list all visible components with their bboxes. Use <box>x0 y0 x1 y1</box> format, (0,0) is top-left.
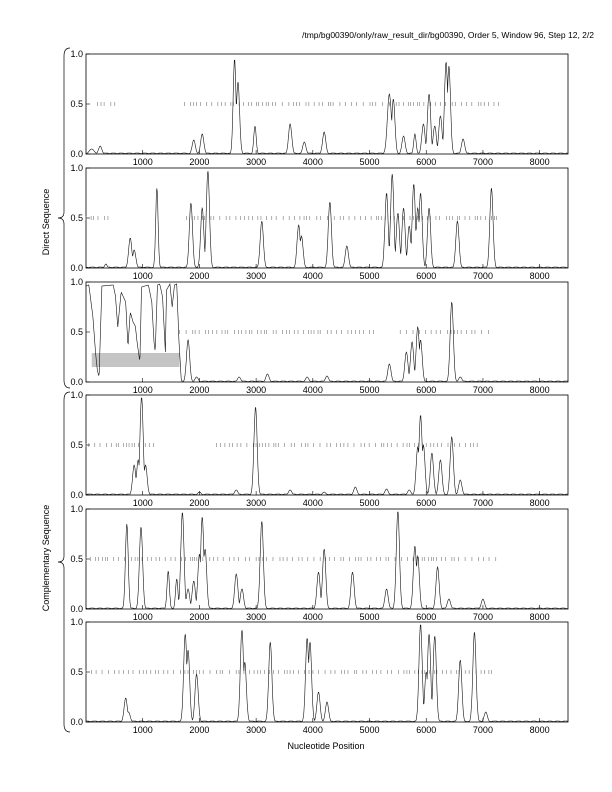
x-tick-label: 3000 <box>246 385 266 395</box>
x-tick-label: 5000 <box>360 725 380 735</box>
y-tick-label: 0.5 <box>70 440 83 450</box>
x-tick-label: 6000 <box>416 271 436 281</box>
x-tick-label: 3000 <box>246 498 266 508</box>
group-brace <box>57 391 71 733</box>
x-tick-label: 1000 <box>133 157 153 167</box>
probability-line <box>85 171 568 268</box>
probability-line <box>85 282 568 382</box>
y-tick-label: 0.0 <box>70 717 83 727</box>
x-tick-label: 5000 <box>360 271 380 281</box>
x-tick-label: 7000 <box>473 385 493 395</box>
x-tick-label: 7000 <box>473 725 493 735</box>
x-tick-label: 8000 <box>530 498 550 508</box>
x-tick-label: 8000 <box>530 725 550 735</box>
x-tick-label: 1000 <box>133 725 153 735</box>
panel-frame <box>85 53 569 155</box>
x-tick-label: 7000 <box>473 612 493 622</box>
probability-line <box>85 511 568 609</box>
x-tick-label: 8000 <box>530 157 550 167</box>
y-tick-label: 0.0 <box>70 377 83 387</box>
x-tick-label: 6000 <box>416 612 436 622</box>
x-tick-label: 2000 <box>189 725 209 735</box>
direct-sequence-label: Direct Sequence <box>41 189 51 256</box>
y-tick-label: 0.5 <box>70 554 83 564</box>
x-tick-label: 1000 <box>133 271 153 281</box>
x-tick-label: 6000 <box>416 157 436 167</box>
x-tick-label: 6000 <box>416 725 436 735</box>
y-tick-label: 0.0 <box>70 149 83 159</box>
probability-line <box>86 624 568 722</box>
x-tick-label: 2000 <box>189 498 209 508</box>
panel-2: 0.0 0.5 1.0 1000 2000 3000 4000 5000 6000 7000 800… <box>70 163 569 281</box>
y-tick-label: 1.0 <box>70 504 83 514</box>
x-tick-label: 8000 <box>530 385 550 395</box>
panel-4: 0.0 0.5 1.0 1000 2000 3000 4000 5000 6000 7000 800… <box>70 390 569 508</box>
panel-6: 0.0 0.5 1.0 1000 2000 3000 4000 5000 6000 7000 800… <box>70 617 569 735</box>
x-tick-label: 4000 <box>303 271 323 281</box>
x-tick-label: 4000 <box>303 498 323 508</box>
x-tick-label: 2000 <box>189 385 209 395</box>
x-tick-label: 1000 <box>133 385 153 395</box>
x-tick-label: 2000 <box>189 157 209 167</box>
shaded-region <box>91 353 180 367</box>
x-tick-label: 5000 <box>360 498 380 508</box>
x-tick-label: 8000 <box>530 612 550 622</box>
x-tick-label: 8000 <box>530 271 550 281</box>
x-tick-label: 3000 <box>246 725 266 735</box>
x-tick-label: 4000 <box>303 612 323 622</box>
y-tick-label: 0.0 <box>70 604 83 614</box>
y-tick-label: 1.0 <box>70 49 83 59</box>
y-tick-label: 0.0 <box>70 263 83 273</box>
x-tick-label: 6000 <box>416 385 436 395</box>
probability-line <box>85 59 568 154</box>
header-text: /tmp/bg00390/only/raw_result_dir/bg00390… <box>302 30 594 40</box>
x-tick-label: 7000 <box>473 498 493 508</box>
x-tick-label: 2000 <box>189 612 209 622</box>
x-tick-label: 5000 <box>360 385 380 395</box>
y-tick-label: 1.0 <box>70 617 83 627</box>
x-tick-label: 3000 <box>246 271 266 281</box>
x-tick-label: 5000 <box>360 157 380 167</box>
group-braces <box>57 47 71 733</box>
y-tick-label: 1.0 <box>70 277 83 287</box>
y-tick-label: 1.0 <box>70 390 83 400</box>
group-brace <box>57 47 71 389</box>
x-axis-label: Nucleotide Position <box>287 741 364 751</box>
x-tick-label: 7000 <box>473 271 493 281</box>
x-tick-label: 3000 <box>246 157 266 167</box>
y-tick-label: 0.5 <box>70 213 83 223</box>
complementary-sequence-label: Complementary Sequence <box>41 505 51 612</box>
x-tick-label: 6000 <box>416 498 436 508</box>
x-tick-label: 3000 <box>246 612 266 622</box>
y-tick-label: 1.0 <box>70 163 83 173</box>
y-tick-label: 0.5 <box>70 99 83 109</box>
y-tick-label: 0.5 <box>70 327 83 337</box>
y-tick-label: 0.0 <box>70 490 83 500</box>
x-tick-label: 1000 <box>133 612 153 622</box>
panel-5: 0.0 0.5 1.0 1000 2000 3000 4000 5000 6000 7000 800… <box>70 504 569 622</box>
x-tick-label: 4000 <box>303 385 323 395</box>
x-tick-label: 7000 <box>473 157 493 167</box>
panels: 0.0 0.5 1.0 1000 2000 3000 4000 5000 6000 7000 800… <box>70 49 569 735</box>
x-tick-label: 4000 <box>303 157 323 167</box>
panel-1: 0.0 0.5 1.0 1000 2000 3000 4000 5000 6000 7000 800… <box>70 49 569 167</box>
x-tick-label: 4000 <box>303 725 323 735</box>
x-tick-label: 2000 <box>189 271 209 281</box>
x-tick-label: 1000 <box>133 498 153 508</box>
probability-line <box>85 397 568 495</box>
y-tick-label: 0.5 <box>70 667 83 677</box>
panel-3: 0.0 0.5 1.0 1000 2000 3000 4000 5000 6000 7000 800… <box>70 277 569 395</box>
x-tick-label: 5000 <box>360 612 380 622</box>
